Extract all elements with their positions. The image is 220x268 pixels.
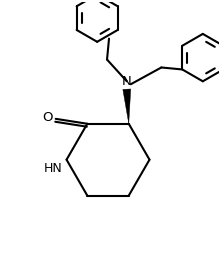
Text: N: N: [122, 75, 132, 88]
Text: HN: HN: [43, 162, 62, 175]
Polygon shape: [123, 89, 131, 124]
Text: O: O: [42, 111, 53, 124]
